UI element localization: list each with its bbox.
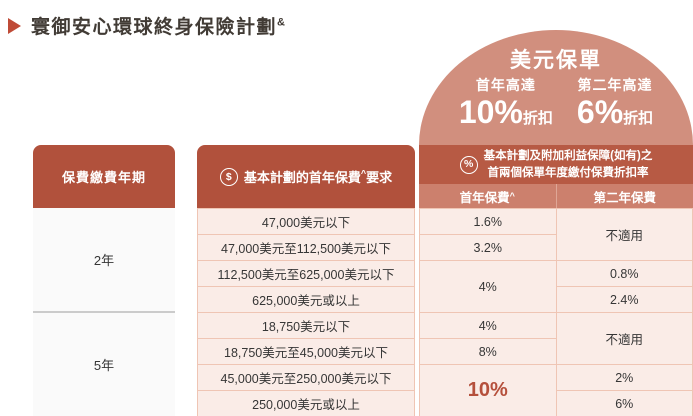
first-year-discount-cell: 3.2% [419, 234, 557, 261]
first-year-discount-cell: 1.6% [419, 208, 557, 235]
header-discount-rate: % 基本計劃及附加利益保障(如有)之 首兩個保單年度繳付保費折扣率 [419, 145, 693, 184]
term-5-year-cell: 5年 [93, 358, 115, 373]
badge-first-year-value: 10% [458, 94, 523, 130]
table-row: 10% 2% [419, 364, 693, 416]
subheader-row: 首年保費 ^ 第二年保費 [419, 184, 693, 208]
second-year-discount-cell: 不適用 [555, 312, 693, 365]
header-first-year-premium-requirement: $ 基本計劃的首年保費^要求 [197, 145, 415, 208]
badge-first-year-block: 首年高達 10% 折扣 [459, 75, 553, 128]
header-first-year-premium-text: 基本計劃的首年保費^要求 [244, 167, 392, 186]
header-payment-term: 保費繳費年期 [33, 145, 175, 208]
badge-first-year-label: 首年高達 [475, 77, 536, 93]
badge-second-year-value-row: 6% 折扣 [577, 96, 653, 128]
table-row: 625,000美元或以上 [197, 286, 415, 313]
second-year-discount-cell: 2.4% [555, 286, 693, 313]
table-row: 6% [420, 390, 693, 416]
tier-cell: 47,000美元至112,500美元以下 [197, 234, 415, 261]
tier-cell: 112,500美元至625,000美元以下 [197, 260, 415, 287]
page-title: 寰御安心環球終身保險計劃& [31, 12, 285, 39]
page-title-footnote-mark: & [277, 16, 285, 29]
header-discount-text: 基本計劃及附加利益保障(如有)之 首兩個保單年度繳付保費折扣率 [484, 148, 653, 180]
discount-rate-table: 1.6% 不適用 3.2% 4% 0.8% 2.4% 4% 不適用 8% 10%… [419, 208, 693, 416]
table-row: 47,000美元以下 [197, 208, 415, 235]
badge-discount-columns: 首年高達 10% 折扣 第二年高達 6% 折扣 [419, 75, 693, 128]
arrow-marker-icon [8, 17, 21, 34]
first-year-discount-cell: 8% [419, 338, 557, 365]
header-premium-suffix: 要求 [366, 170, 393, 185]
second-year-discount-cell: 不適用 [555, 208, 693, 261]
header-discount-line2: 首兩個保單年度繳付保費折扣率 [487, 166, 649, 179]
subheader-first-year-text: 首年保費 [459, 190, 510, 205]
second-year-discount-cell: 6% [555, 390, 693, 416]
tier-cell: 45,000美元至250,000美元以下 [197, 364, 415, 391]
page-title-row: 寰御安心環球終身保險計劃& [8, 12, 285, 39]
badge-second-year-suffix: 折扣 [623, 110, 654, 127]
percent-icon: % [459, 155, 478, 174]
usd-policy-badge: 美元保單 首年高達 10% 折扣 第二年高達 6% 折扣 [419, 30, 693, 145]
subheader-first-year-footnote-mark: ^ [509, 191, 515, 201]
table-row: 47,000美元至112,500美元以下 [197, 234, 415, 261]
subheader-second-year-premium: 第二年保費 [593, 190, 656, 205]
premium-tier-table: 47,000美元以下 47,000美元至112,500美元以下 112,500美… [197, 208, 415, 416]
tier-cell: 250,000美元或以上 [197, 390, 415, 416]
header-discount-line1: 基本計劃及附加利益保障(如有)之 [483, 150, 653, 163]
table-row: 45,000美元至250,000美元以下 [197, 364, 415, 391]
tier-cell: 47,000美元以下 [197, 208, 415, 235]
tier-cell: 18,750美元以下 [197, 312, 415, 339]
second-year-discount-cell: 2% [555, 364, 693, 391]
badge-second-year-block: 第二年高達 6% 折扣 [577, 75, 653, 128]
tier-cell: 625,000美元或以上 [197, 286, 415, 313]
first-year-discount-cell: 4% [419, 312, 557, 339]
dollar-icon: $ [219, 167, 238, 186]
table-row: 8% [419, 338, 693, 365]
table-row: 112,500美元至625,000美元以下 [197, 260, 415, 287]
tier-cell: 18,750美元至45,000美元以下 [197, 338, 415, 365]
table-row: 4% 0.8% [419, 260, 693, 313]
table-row: 1.6% 不適用 [419, 208, 693, 261]
table-row: 18,750美元以下 [197, 312, 415, 339]
term-divider [33, 311, 175, 313]
badge-second-year-value: 6% [576, 94, 624, 130]
subheader-first-year-premium: 首年保費 ^ [419, 184, 557, 208]
badge-first-year-suffix: 折扣 [522, 110, 553, 127]
term-2-year-cell: 2年 [93, 253, 115, 268]
badge-title: 美元保單 [510, 49, 602, 72]
table-row: 18,750美元至45,000美元以下 [197, 338, 415, 365]
header-premium-text: 基本計劃的首年保費 [243, 170, 361, 185]
table-row: 4% 不適用 [419, 312, 693, 365]
first-year-discount-cell-highlight: 10% [419, 364, 557, 416]
page-title-text: 寰御安心環球終身保險計劃 [31, 17, 278, 38]
table-row: 250,000美元或以上 [197, 390, 415, 416]
badge-first-year-value-row: 10% 折扣 [459, 96, 553, 128]
header-premium-footnote-mark: ^ [360, 168, 367, 179]
first-year-discount-cell: 4% [419, 260, 557, 313]
badge-second-year-label: 第二年高達 [577, 77, 653, 93]
payment-term-column: 2年 5年 [33, 208, 175, 416]
second-year-discount-cell: 0.8% [555, 260, 693, 287]
